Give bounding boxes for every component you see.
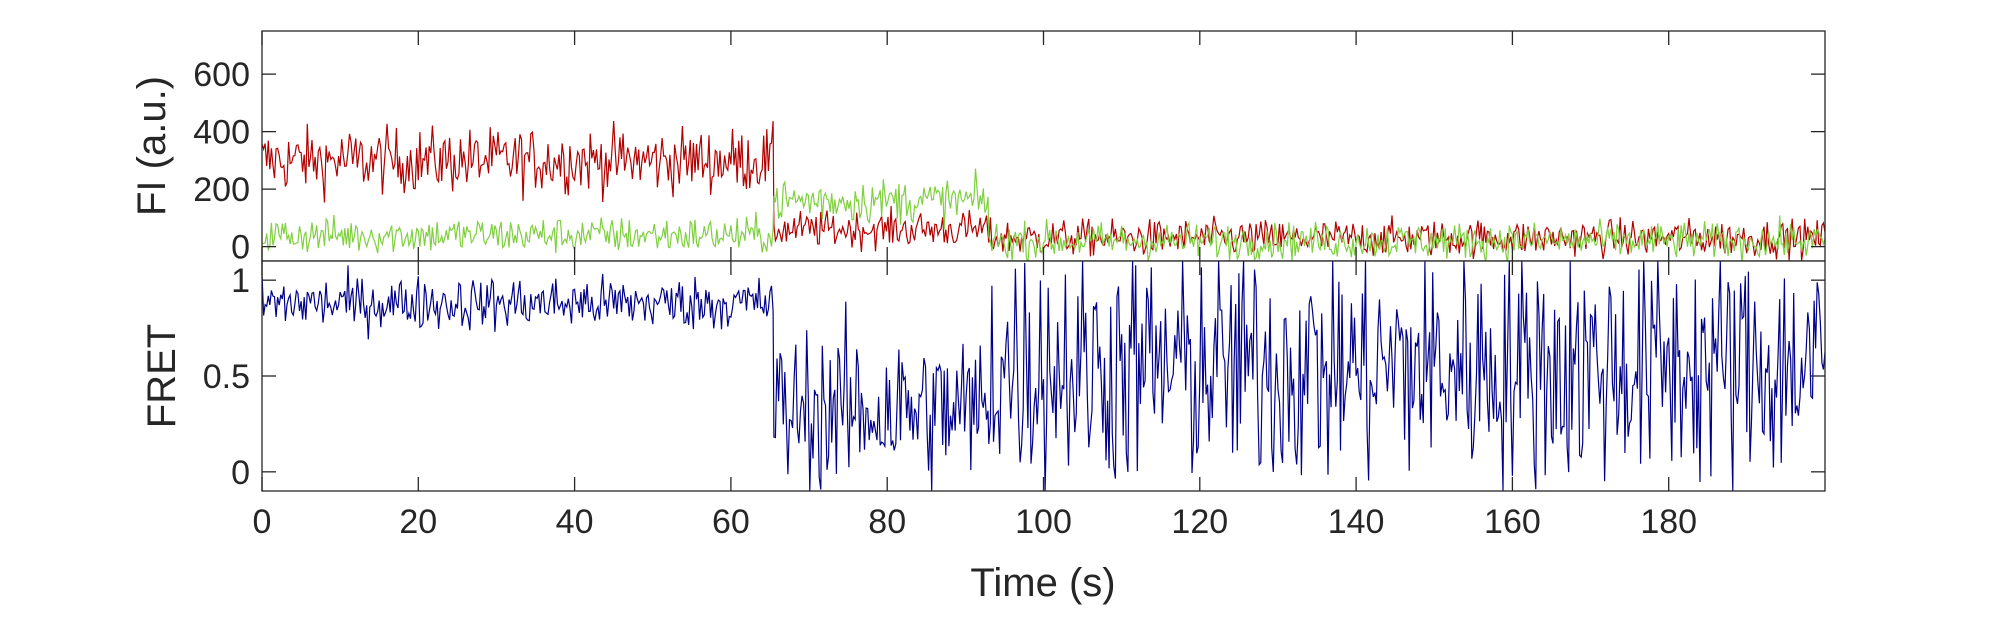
y-tick-label: 0 — [231, 454, 250, 492]
fluorescence-plot-area — [262, 31, 1825, 261]
fret-axes: 0 0.5 1 0 20 40 60 80 100 120 140 160 180 — [203, 260, 1826, 541]
fluorescence-panel: 0 200 400 600 FI (a.u.) — [130, 30, 1826, 267]
fluorescence-axes: 0 200 400 600 — [193, 30, 1826, 267]
x-tick-label: 180 — [1640, 503, 1697, 541]
y-tick-label: 1 — [231, 262, 250, 300]
fluorescence-y-axis-label: FI (a.u.) — [130, 76, 174, 216]
y-tick-label: 200 — [193, 171, 250, 209]
x-tick-label: 60 — [712, 503, 750, 541]
x-tick-label: 80 — [868, 503, 906, 541]
x-tick-label: 160 — [1484, 503, 1541, 541]
x-tick-label: 0 — [253, 503, 272, 541]
x-tick-label: 120 — [1171, 503, 1228, 541]
x-tick-label: 20 — [399, 503, 437, 541]
x-axis-label: Time (s) — [970, 561, 1115, 605]
series-line-1-0 — [262, 261, 1825, 491]
fluorescence-traces — [262, 120, 1825, 261]
series-line-0-1 — [262, 168, 1825, 261]
fret-y-axis-label: FRET — [140, 324, 184, 428]
fret-traces — [262, 261, 1825, 491]
fret-panel: 0 0.5 1 0 20 40 60 80 100 120 140 160 180 FRET Time … — [140, 260, 1826, 605]
y-tick-label: 0.5 — [203, 358, 250, 396]
x-tick-label: 40 — [556, 503, 594, 541]
fret-plot-area — [262, 261, 1825, 491]
y-tick-label: 600 — [193, 56, 250, 94]
x-tick-label: 140 — [1328, 503, 1385, 541]
y-tick-label: 0 — [231, 229, 250, 267]
x-tick-label: 100 — [1015, 503, 1072, 541]
y-tick-label: 400 — [193, 114, 250, 152]
